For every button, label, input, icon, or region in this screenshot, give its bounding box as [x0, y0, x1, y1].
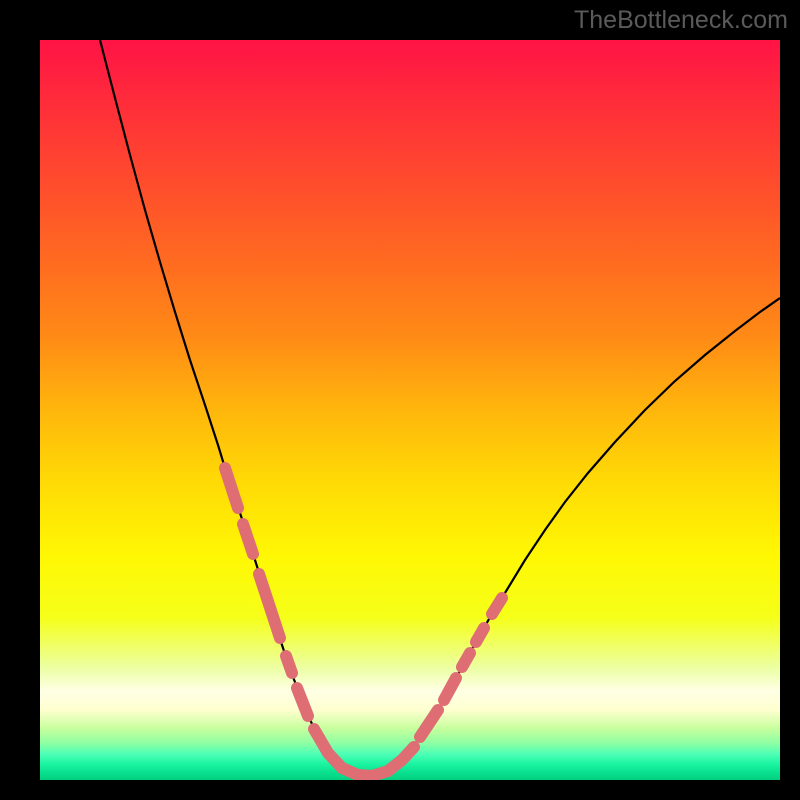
marker-segment — [286, 656, 292, 673]
chart-svg — [40, 40, 780, 780]
chart-canvas: TheBottleneck.com — [0, 0, 800, 800]
marker-segment — [476, 628, 484, 642]
marker-segment — [492, 598, 502, 614]
watermark-text: TheBottleneck.com — [574, 6, 788, 35]
plot-area — [40, 40, 780, 780]
chart-background — [40, 40, 780, 780]
marker-segment — [462, 653, 470, 667]
